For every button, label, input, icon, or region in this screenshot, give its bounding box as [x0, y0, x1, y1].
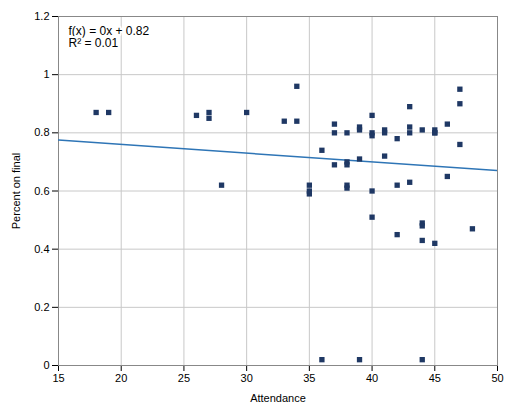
- svg-text:0.6: 0.6: [34, 185, 49, 197]
- svg-text:40: 40: [366, 372, 378, 384]
- svg-text:0.8: 0.8: [34, 126, 49, 138]
- svg-text:15: 15: [52, 372, 64, 384]
- svg-text:30: 30: [241, 372, 253, 384]
- svg-text:35: 35: [303, 372, 315, 384]
- svg-text:45: 45: [429, 372, 441, 384]
- svg-text:1.2: 1.2: [34, 10, 49, 22]
- svg-text:1: 1: [43, 68, 49, 80]
- svg-text:0.4: 0.4: [34, 243, 49, 255]
- svg-text:Percent on final: Percent on final: [10, 153, 22, 229]
- svg-text:0.2: 0.2: [34, 301, 49, 313]
- svg-text:20: 20: [115, 372, 127, 384]
- svg-text:0: 0: [43, 359, 49, 371]
- svg-text:Attendance: Attendance: [250, 392, 306, 404]
- svg-text:25: 25: [178, 372, 190, 384]
- svg-text:50: 50: [491, 372, 503, 384]
- svg-text:f(x) = 0x + 0.82R² = 0.01: f(x) = 0x + 0.82R² = 0.01: [69, 24, 150, 50]
